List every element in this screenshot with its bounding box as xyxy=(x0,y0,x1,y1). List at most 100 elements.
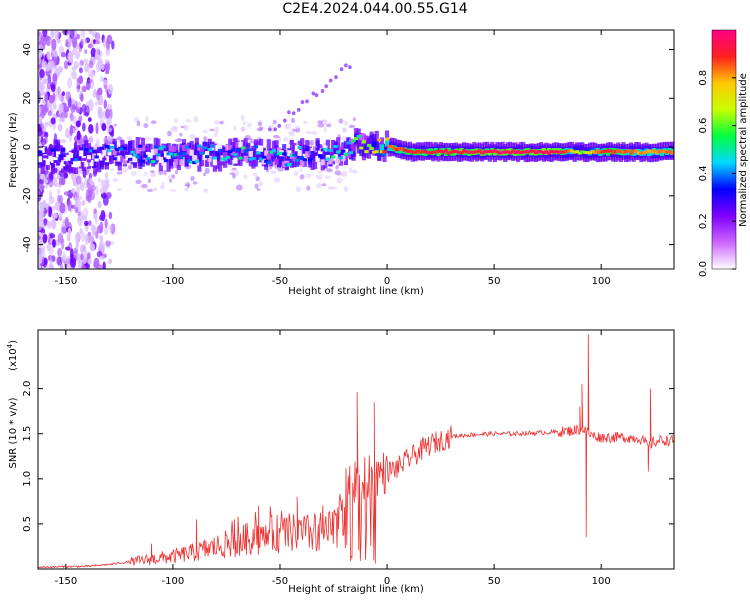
spectrogram-ridge-cell xyxy=(161,143,166,162)
spectrogram-noise-blob xyxy=(52,176,58,187)
spectrogram-ridge-cell xyxy=(279,151,284,163)
spectrogram-noise-blob xyxy=(192,181,198,185)
spectrogram-ridge-cell xyxy=(253,155,259,167)
spectrogram-y-tick-label: -40 xyxy=(22,236,33,252)
spectrogram-ridge-cell xyxy=(492,149,498,156)
spectrogram-ridge-cell xyxy=(328,158,333,165)
spectrogram-noise-blob xyxy=(240,114,245,122)
spectrogram-ridge-cell xyxy=(333,145,338,149)
spectrogram-ridge-cell xyxy=(503,150,508,154)
spectrogram-ridge-cell xyxy=(151,151,156,163)
spectrogram-ridge-cell xyxy=(233,157,238,164)
spectrogram-noise-blob xyxy=(99,221,104,234)
spectrogram-noise-blob xyxy=(316,182,323,189)
spectrogram-ridge-cell xyxy=(130,155,135,162)
spectrogram-ridge-cell xyxy=(58,145,63,164)
spectrogram-ridge-cell xyxy=(323,147,328,151)
spectrogram-noise-blob xyxy=(97,106,103,116)
spectrogram-ridge-cell xyxy=(392,147,397,151)
spectrogram-noise-blob xyxy=(38,183,42,191)
spectrogram-noise-blob xyxy=(77,101,82,109)
spectrogram-noise-blob xyxy=(71,36,78,49)
spectrogram-ridge-cell xyxy=(199,147,205,154)
spectrogram-ridge-cell xyxy=(444,149,449,156)
spectrogram-ridge-cell xyxy=(487,149,492,153)
spectrogram-ridge-cell xyxy=(307,148,313,155)
spectrogram-noise-blob xyxy=(96,89,100,101)
spectrogram-ridge-cell xyxy=(598,150,603,154)
spectrogram-ridge-cell xyxy=(73,158,79,162)
spectrogram-ridge-cell xyxy=(495,150,500,154)
spectrogram-noise-blob xyxy=(311,91,316,96)
spectrogram-ridge-cell xyxy=(667,150,672,154)
spectrogram-noise-blob xyxy=(149,174,155,178)
spectrogram-ridge-cell xyxy=(508,151,513,155)
spectrogram-ridge-cell xyxy=(63,161,68,165)
spectrogram-noise-blob xyxy=(305,130,312,135)
spectrogram-ridge-cell xyxy=(341,149,346,153)
spectrogram-ridge-cell xyxy=(356,134,361,138)
spectrogram-ridge-cell xyxy=(169,154,174,166)
spectrogram-noise-blob xyxy=(83,111,90,117)
spectrogram-ridge-cell xyxy=(626,149,631,153)
spectrogram-noise-blob xyxy=(49,60,55,71)
spectrogram-noise-blob xyxy=(38,31,43,41)
spectrogram-noise-blob xyxy=(48,178,54,188)
spectrogram-noise-blob xyxy=(305,99,309,104)
spectrogram-ridge-cell xyxy=(107,149,112,153)
spectrogram-ridge-cell xyxy=(148,152,153,159)
spectrogram-noise-blob xyxy=(94,32,101,41)
spectrogram-ridge-cell xyxy=(61,160,66,167)
spectrogram-ridge-cell xyxy=(359,145,364,157)
spectrogram-x-tick-label: -100 xyxy=(162,276,185,287)
snr-x-tick-label: 0 xyxy=(384,576,390,587)
spectrogram-ridge-cell xyxy=(302,153,307,160)
spectrogram-ridge-cell xyxy=(282,144,287,156)
spectrogram-x-tick-label: -150 xyxy=(54,276,77,287)
spectrogram-noise-blob xyxy=(339,67,344,72)
colorbar-tick-label: 0.4 xyxy=(698,165,709,181)
spectrogram-ridge-cell xyxy=(63,157,68,164)
spectrogram-noise-blob xyxy=(52,102,57,110)
spectrogram-ridge-cell xyxy=(657,150,662,154)
snr-y-tick-label: 0.5 xyxy=(22,516,33,532)
spectrogram-noise xyxy=(38,30,358,269)
spectrogram-noise-blob xyxy=(167,130,172,137)
spectrogram-noise-blob xyxy=(343,120,349,126)
spectrogram-ridge-cell xyxy=(312,151,318,170)
spectrogram-noise-blob xyxy=(57,123,63,132)
spectrogram-ridge-cell xyxy=(217,153,223,172)
spectrogram-ridge-cell xyxy=(377,149,382,161)
spectrogram-noise-blob xyxy=(299,168,303,172)
spectrogram-ridge-cell xyxy=(86,155,92,162)
spectrogram-ridge-cell xyxy=(631,149,636,153)
spectrogram-ridge-cell xyxy=(307,146,313,165)
spectrogram-ridge-cell xyxy=(549,149,554,153)
spectrogram-noise-blob xyxy=(40,184,45,189)
spectrogram-ridge-cell xyxy=(330,155,336,159)
spectrogram-ridge-cell xyxy=(387,144,392,148)
spectrogram-noise-blob xyxy=(291,111,296,116)
spectrogram-noise-blob xyxy=(50,30,55,39)
spectrogram-noise-blob xyxy=(232,173,236,179)
spectrogram-ridge-cell xyxy=(623,149,629,153)
spectrogram-noise-blob xyxy=(116,188,122,192)
spectrogram-ridge-cell xyxy=(215,152,220,156)
spectrogram-noise-blob xyxy=(105,39,110,50)
spectrogram-noise-blob xyxy=(174,170,179,175)
spectrogram-ridge-cell xyxy=(438,149,444,153)
spectrogram-ridge-cell xyxy=(582,150,587,154)
spectrogram-noise-blob xyxy=(62,252,66,262)
spectrogram-ridge-cell xyxy=(189,160,194,164)
spectrogram-ridge-cell xyxy=(533,151,539,155)
spectrogram-ridge-cell xyxy=(297,146,302,150)
spectrogram-ridge-cell xyxy=(251,158,256,165)
spectrogram-ridge-cell xyxy=(181,144,187,151)
spectrogram-noise-blob xyxy=(277,123,281,128)
spectrogram-ridge-cell xyxy=(647,150,652,157)
spectrogram-noise-blob xyxy=(190,175,195,182)
spectrogram-noise-blob xyxy=(344,63,348,68)
spectrogram-ridge-cell xyxy=(469,150,474,154)
spectrogram-ridge-cell xyxy=(43,146,48,158)
spectrogram-ridge-cell xyxy=(369,148,374,155)
